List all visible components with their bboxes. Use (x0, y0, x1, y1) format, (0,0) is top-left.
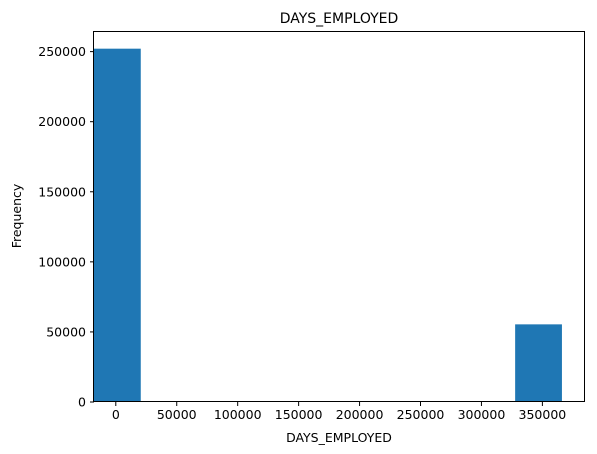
x-tick-label: 200000 (336, 407, 384, 422)
x-axis-label: DAYS_EMPLOYED (286, 430, 392, 445)
y-tick-label: 50000 (46, 324, 86, 339)
x-tick-label: 50000 (157, 407, 197, 422)
x-tick-label: 300000 (458, 407, 506, 422)
x-tick-label: 100000 (214, 407, 262, 422)
x-tick-label: 350000 (519, 407, 567, 422)
y-tick-label: 0 (78, 395, 86, 410)
y-tick-label: 150000 (38, 184, 86, 199)
histogram-bar-9 (515, 324, 562, 402)
x-tick-label: 150000 (275, 407, 323, 422)
x-tick-label: 250000 (397, 407, 445, 422)
chart-title: DAYS_EMPLOYED (280, 11, 399, 27)
bars-group (93, 48, 562, 402)
y-tick-label: 200000 (38, 114, 86, 129)
x-axis-ticks: 0 50000 100000 150000 200000 250000 300000 3500… (112, 402, 566, 422)
y-tick-label: 100000 (38, 254, 86, 269)
y-axis-ticks: 0 50000 100000 150000 200000 250000 (38, 44, 94, 410)
y-tick-label: 250000 (38, 44, 86, 59)
histogram-bar-0 (93, 48, 141, 402)
y-axis-label: Frequency (9, 183, 24, 248)
x-tick-label: 0 (112, 407, 120, 422)
plot-frame (93, 31, 585, 402)
